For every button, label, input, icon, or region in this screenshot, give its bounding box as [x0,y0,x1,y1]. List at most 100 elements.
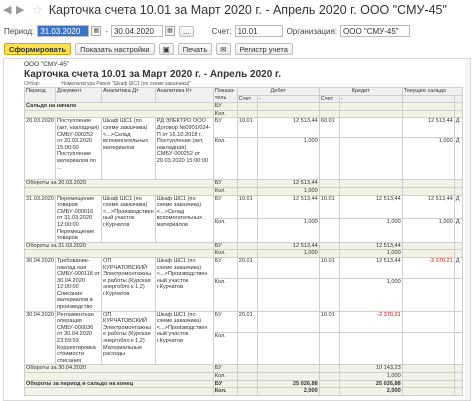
row-date: 20.03.2020 [24,117,56,181]
favorite-star-icon[interactable]: ☆ [32,3,43,17]
report-table: Период Документ Аналитика Дт Аналитика К… [24,86,463,396]
calendar-icon[interactable]: ▦ [91,26,102,36]
table-row-qty[interactable]: Кол. 1,000 1,000 Д [25,137,463,181]
report-organization: ООО "СМУ-45" [24,61,70,68]
row-document-link[interactable]: Требование-наклад ная СМБУ-000118 от 30.… [55,256,102,312]
credit-sum: 12 513,44 [338,241,403,251]
row-document-link[interactable]: Поступление (акт, накладная) СМБУ-000252… [55,117,102,181]
total-credit-sum: 25 026,88 [338,379,403,389]
indicator-qty: Кол. [212,109,238,119]
total-debit-qty: 2,000 [256,387,320,396]
row-analytics-kt: РД ЭЛЕКТРО ООО Договор №0901/024-П от 16… [154,117,214,181]
debit-qty: 1,000 [256,218,320,243]
balance-qty [401,278,455,312]
credit-account: 10.01 [318,256,340,280]
indicator-bu: БУ [212,379,238,389]
debit-sum: 12 513,44 [256,241,320,251]
turnover-label: Обороты за 31.03.2020 [24,241,214,251]
account-label: Счет: [211,26,232,36]
debit-sum [256,256,320,280]
back-arrow-icon[interactable]: ◀ [3,4,12,16]
credit-sum: 12 513,44 [338,194,403,220]
generate-button[interactable]: Сформировать [4,43,72,55]
report-area[interactable]: ООО "СМУ-45" Карточка счета 10.01 за Мар… [3,58,471,401]
indicator-qty: Кол. [212,278,238,312]
opening-qty-row: Кол. [24,109,463,119]
debit-qty [256,278,320,312]
opening-balance-row: Сальдо на начало БУ [24,102,463,111]
period-label: Период: [4,26,35,36]
organization-label: Организация: [286,26,338,36]
credit-sum: 10 143,23 [338,364,403,373]
debit-qty: 1,000 [256,186,320,196]
total-debit-sum: 25 026,88 [256,379,320,389]
report-filter: Отбор: Номенклатура Равно "Шкаф ШС1 (по … [24,81,191,87]
balance-sum [401,310,455,334]
table-row[interactable]: 20.03.2020 Поступление (акт, накладная) … [24,117,463,181]
col-credit-dash: - [338,94,403,104]
row-date: 30.04.2020 [24,310,56,366]
row-document-link[interactable]: Перемещение товаров СМБУ-000016 от 31.03… [55,194,102,243]
table-row[interactable]: 30.04.2020 Регламентная операция СМБУ-00… [24,310,463,366]
credit-qty: 1,000 [338,372,403,381]
row-analytics-dt: ОП КУРЧАТОВСКИЙ Электромонтажны е работы… [101,310,156,366]
table-row[interactable]: 30.04.2020 Требование-наклад ная СМБУ-00… [24,256,463,312]
total-credit-qty: 2,000 [338,387,403,396]
report-title: Карточка счета 10.01 за Март 2020 г. - А… [24,69,281,80]
credit-sum: -2 370,21 [338,310,403,334]
col-debit-account: Счет [236,94,258,104]
col-debit: Дебет [236,87,320,96]
row-analytics-dt: Шкаф ШС1 (по схеме заказчика) <...>Склад… [101,117,156,181]
opening-label: Сальдо на начало [24,102,214,111]
date-from-field[interactable]: 31.03.2020 [37,25,90,37]
credit-account: 10.01 [318,310,340,334]
indicator-qty: Кол. [212,372,238,381]
indicator-bu: БУ [212,310,238,334]
organization-field[interactable]: ООО "СМУ-45" [340,25,411,37]
table-row-qty[interactable]: Кол. 1,000 1,000 1,000 Д [25,218,463,243]
credit-sum: 12 513,44 [338,256,403,280]
turnover-label: Обороты за 20.03.2020 [24,179,214,188]
indicator-qty: Кол. [212,186,238,196]
register-button[interactable]: Регистр учета [234,43,293,55]
debit-qty [256,372,320,381]
total-row: Обороты за период и сальдо на конец БУ 2… [24,379,463,389]
credit-qty [338,332,403,366]
row-document-link[interactable]: Регламентная операция СМБУ-000036 от 30.… [55,310,102,366]
show-settings-button[interactable]: Показать настройки [75,43,155,55]
forward-arrow-icon[interactable]: ▶ [16,4,25,16]
turnover-qty-row: Кол. 1,000 1,000 [24,249,463,258]
date-to-field[interactable]: 30.04.2020 [110,25,163,37]
total-qty-row: Кол. 2,000 2,000 [24,387,463,396]
table-row-qty[interactable]: Кол. 1,000 [25,278,463,312]
row-date: 31.03.2020 [24,194,56,243]
indicator-qty: Кол. [212,137,238,181]
print-button[interactable]: Печать [177,43,213,55]
col-credit-account: Счет [318,94,340,104]
debit-sum: 12 513,44 [256,194,320,220]
turnover-qty-row: Кол. 1,000 [24,186,463,196]
account-field[interactable]: 10.01 [234,25,283,37]
header-row: Период Документ Аналитика Дт Аналитика К… [24,86,463,104]
debit-qty: 1,000 [256,249,320,258]
balance-side [453,278,463,312]
calendar-icon[interactable]: ▦ [164,26,175,36]
balance-side: Д [453,256,463,280]
turnover-label: Обороты за 30.04.2020 [24,364,214,373]
mail-icon[interactable]: ✉ [216,43,231,55]
save-icon[interactable]: ▣ [158,43,174,55]
debit-sum [256,364,320,373]
turnover-row: Обороты за 31.03.2020 БУ 12 513,44 12 51… [24,241,463,251]
period-select-button[interactable]: ... [178,25,194,37]
balance-side: Д [453,117,463,139]
toolbar: Сформировать Показать настройки ▣ Печать… [0,42,474,56]
credit-sum [338,117,403,139]
row-analytics-kt: Шкаф ШС1 (по схеме заказчика) <...>Произ… [154,256,214,312]
vertical-scrollbar[interactable] [465,59,470,400]
table-row-qty[interactable]: Кол. [25,332,463,366]
table-row[interactable]: 31.03.2020 Перемещение товаров СМБУ-0000… [24,194,463,243]
credit-account: 10.01 [318,194,340,220]
indicator-bu: БУ [212,364,238,373]
balance-side: Д [453,218,463,243]
col-balance: Текущее сальдо [401,87,463,96]
